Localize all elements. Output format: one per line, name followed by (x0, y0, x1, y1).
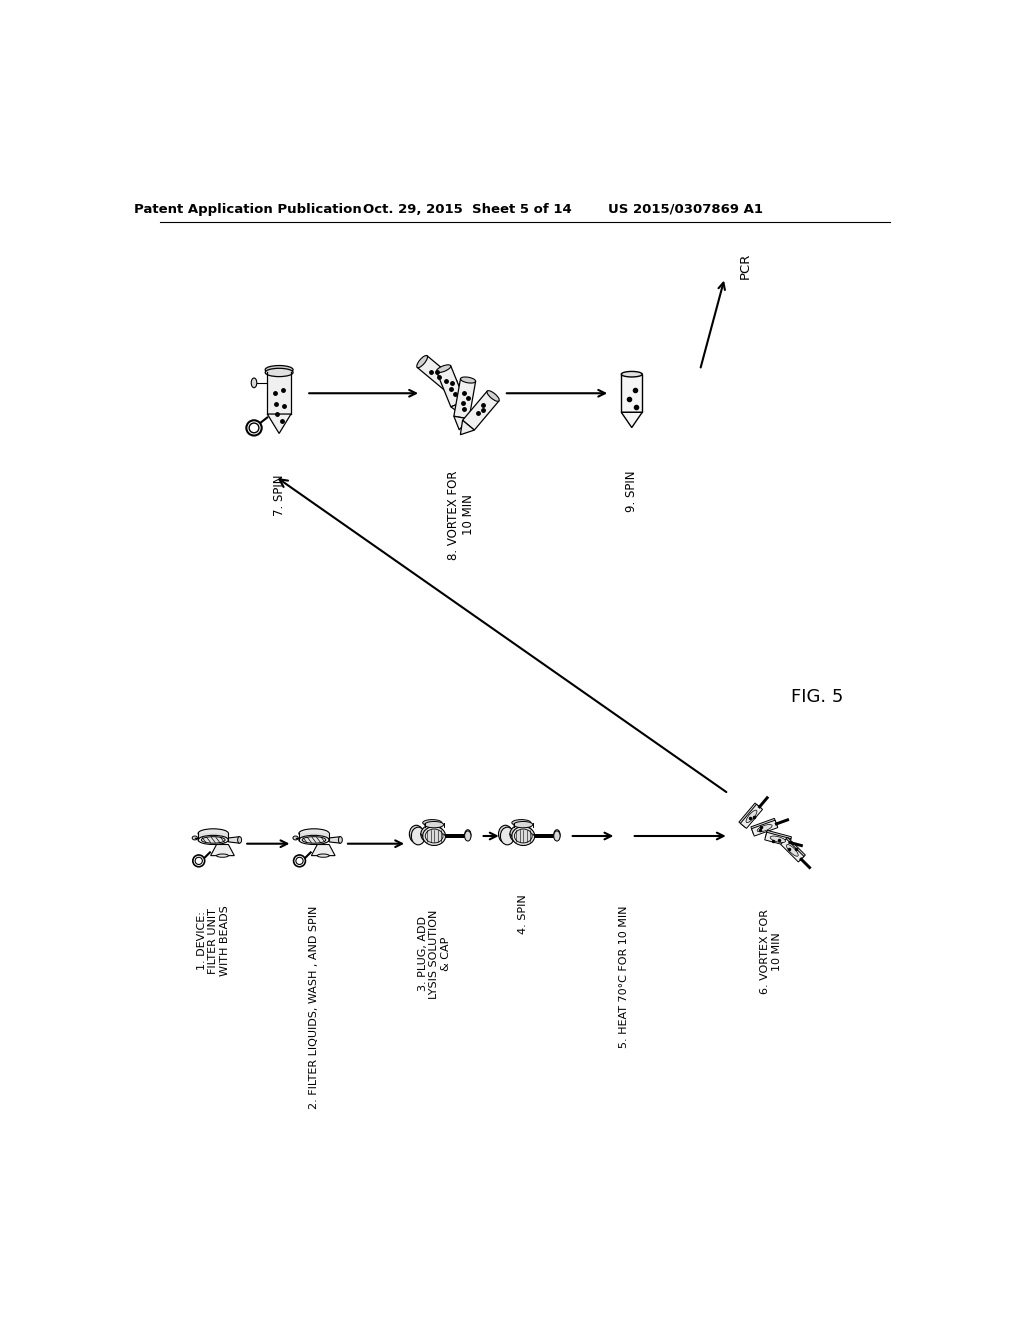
Ellipse shape (622, 371, 642, 378)
Polygon shape (463, 391, 499, 430)
Text: 3. PLUG, ADD
LYSIS SOLUTION
& CAP: 3. PLUG, ADD LYSIS SOLUTION & CAP (418, 909, 451, 998)
Polygon shape (436, 366, 465, 407)
Polygon shape (454, 379, 475, 418)
Ellipse shape (757, 825, 772, 832)
Ellipse shape (216, 854, 228, 857)
Ellipse shape (247, 420, 262, 436)
Text: Sheet 5 of 14: Sheet 5 of 14 (472, 203, 571, 215)
Ellipse shape (294, 855, 305, 867)
Polygon shape (782, 837, 805, 861)
Polygon shape (311, 845, 335, 855)
Polygon shape (211, 845, 234, 855)
Ellipse shape (410, 825, 423, 843)
Ellipse shape (425, 821, 443, 828)
Ellipse shape (746, 810, 757, 822)
Polygon shape (461, 420, 474, 434)
Ellipse shape (251, 378, 257, 388)
Ellipse shape (436, 364, 451, 372)
Ellipse shape (249, 422, 259, 433)
Ellipse shape (265, 368, 293, 376)
Ellipse shape (412, 828, 425, 845)
Text: 6. VORTEX FOR
10 MIN: 6. VORTEX FOR 10 MIN (761, 909, 782, 994)
Bar (198, 833, 228, 840)
Text: 9. SPIN: 9. SPIN (626, 470, 638, 512)
Polygon shape (740, 804, 763, 829)
Ellipse shape (423, 820, 441, 826)
Ellipse shape (461, 378, 475, 383)
Ellipse shape (202, 837, 225, 843)
Ellipse shape (196, 857, 203, 865)
Polygon shape (780, 838, 804, 862)
Ellipse shape (465, 832, 471, 841)
Polygon shape (752, 820, 778, 836)
Ellipse shape (193, 836, 198, 840)
Ellipse shape (238, 837, 242, 843)
Ellipse shape (417, 355, 427, 368)
Text: 2. FILTER LIQUIDS, WASH , AND SPIN: 2. FILTER LIQUIDS, WASH , AND SPIN (309, 906, 319, 1109)
Ellipse shape (501, 828, 514, 845)
Polygon shape (454, 416, 469, 430)
Ellipse shape (265, 366, 293, 374)
Polygon shape (228, 837, 240, 843)
Bar (299, 833, 329, 840)
Ellipse shape (510, 825, 532, 843)
Ellipse shape (512, 820, 530, 826)
Ellipse shape (499, 825, 512, 843)
Ellipse shape (487, 391, 500, 401)
Ellipse shape (421, 825, 443, 843)
Ellipse shape (317, 854, 329, 857)
Polygon shape (417, 356, 457, 392)
Ellipse shape (296, 857, 303, 865)
Text: 7. SPIN: 7. SPIN (272, 474, 286, 516)
Ellipse shape (193, 855, 205, 867)
Polygon shape (451, 401, 465, 416)
Ellipse shape (299, 829, 329, 838)
Ellipse shape (299, 836, 329, 845)
Polygon shape (765, 833, 791, 846)
Ellipse shape (465, 830, 471, 840)
Ellipse shape (338, 837, 342, 843)
Bar (267, 372, 291, 414)
Ellipse shape (425, 829, 443, 843)
Text: Patent Application Publication: Patent Application Publication (134, 203, 362, 215)
Ellipse shape (302, 837, 326, 843)
Ellipse shape (198, 836, 228, 845)
Text: 8. VORTEX FOR
10 MIN: 8. VORTEX FOR 10 MIN (447, 470, 475, 560)
Text: 1. DEVICE:
FILTER UNIT
WITH BEADS: 1. DEVICE: FILTER UNIT WITH BEADS (197, 906, 229, 975)
Ellipse shape (293, 836, 298, 840)
Polygon shape (739, 803, 761, 828)
Ellipse shape (512, 826, 535, 846)
Polygon shape (622, 412, 642, 428)
Ellipse shape (423, 826, 445, 846)
Ellipse shape (554, 830, 560, 840)
Ellipse shape (554, 832, 560, 841)
Text: Oct. 29, 2015: Oct. 29, 2015 (362, 203, 462, 215)
Text: 4. SPIN: 4. SPIN (518, 894, 528, 933)
Ellipse shape (786, 845, 799, 857)
Polygon shape (267, 414, 291, 433)
Polygon shape (751, 818, 777, 834)
Ellipse shape (770, 836, 785, 842)
Ellipse shape (198, 829, 228, 838)
Polygon shape (446, 380, 461, 395)
Text: US 2015/0307869 A1: US 2015/0307869 A1 (608, 203, 764, 215)
Text: FIG. 5: FIG. 5 (791, 689, 843, 706)
Text: PCR: PCR (739, 253, 753, 280)
Polygon shape (329, 837, 340, 843)
Bar (622, 374, 642, 412)
Ellipse shape (514, 821, 532, 828)
Polygon shape (765, 830, 792, 845)
Ellipse shape (514, 829, 532, 843)
Text: 5. HEAT 70°C FOR 10 MIN: 5. HEAT 70°C FOR 10 MIN (618, 906, 629, 1048)
